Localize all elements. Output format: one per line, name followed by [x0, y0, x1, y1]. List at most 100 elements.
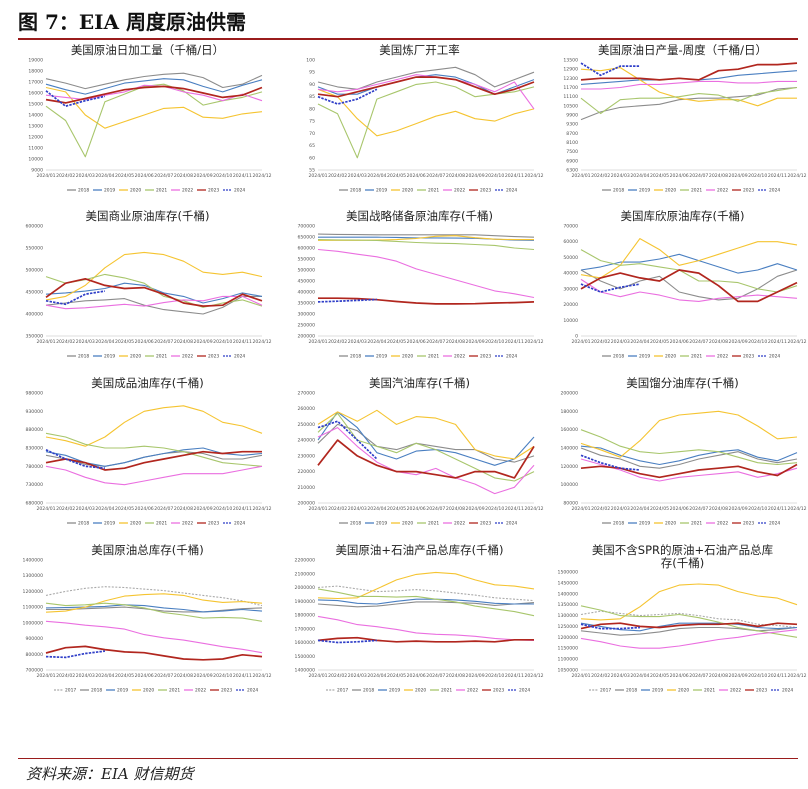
y-tick-label: 220000 — [297, 469, 315, 475]
x-tick-label: 2024/08 — [446, 506, 465, 512]
x-tick-label: 2024/06 — [670, 173, 689, 179]
y-tick-label: 80 — [309, 106, 315, 112]
y-tick-label: 200000 — [297, 501, 315, 507]
chart-3: 美国原油日产量-周度（千桶/日） 13500 12900 12300 11700 1110… — [563, 43, 806, 194]
legend-label-2022: 2022 — [454, 521, 465, 527]
y-tick-label: 1800000 — [295, 613, 316, 619]
y-tick-label: 55 — [309, 168, 315, 174]
legend-label-2019: 2019 — [376, 521, 387, 527]
x-tick-label: 2024/04 — [367, 506, 386, 512]
series-line-2021 — [45, 83, 263, 158]
y-tick-label: 1200000 — [23, 589, 44, 595]
chart-title: 美国原油总库存(千桶) — [91, 543, 203, 557]
x-tick-label: 2024/09 — [729, 173, 748, 179]
legend-label-2020: 2020 — [143, 688, 154, 694]
x-tick-label: 2024/05 — [115, 506, 134, 512]
x-tick-label: 2024/11 — [505, 673, 524, 679]
series-line-2018 — [45, 295, 262, 315]
series-line-2023 — [580, 269, 798, 303]
x-tick-label: 2024/07 — [154, 173, 173, 179]
y-tick-label: 930000 — [25, 409, 43, 415]
x-tick-label: 2024/01 — [36, 339, 55, 345]
y-tick-label: 650000 — [297, 235, 315, 241]
y-tick-label: 65 — [309, 143, 315, 149]
x-tick-label: 2024/05 — [115, 173, 134, 179]
y-tick-label: 12000 — [28, 135, 43, 141]
legend-label-2018: 2018 — [78, 521, 89, 527]
y-tick-label: 1300000 — [23, 573, 44, 579]
x-tick-label: 2024/12 — [252, 506, 271, 512]
series-line-2020 — [580, 238, 798, 279]
chart-title: 美国原油日加工量（千桶/日） — [71, 43, 224, 57]
chart-title: 美国库欣原油库存(千桶) — [621, 209, 745, 223]
legend-label-2022: 2022 — [454, 188, 465, 194]
x-tick-label: 2024/04 — [367, 173, 386, 179]
series-line-2018 — [580, 86, 798, 121]
series-line-2022 — [317, 427, 535, 495]
y-tick-label: 1250000 — [558, 624, 579, 630]
legend-label-2019: 2019 — [652, 688, 663, 694]
x-tick-label: 2024/11 — [768, 506, 787, 512]
y-tick-label: 450000 — [297, 279, 315, 285]
x-tick-label: 2024/06 — [670, 506, 689, 512]
y-tick-label: 350000 — [25, 334, 43, 340]
series-line-2024 — [317, 298, 377, 303]
x-tick-label: 2024/09 — [194, 173, 213, 179]
legend-label-2024: 2024 — [506, 188, 517, 194]
series-line-2021 — [317, 239, 535, 251]
x-tick-label: 2024/11 — [233, 506, 252, 512]
y-tick-label: 1300000 — [558, 613, 579, 619]
x-tick-label: 2024/10 — [213, 173, 232, 179]
legend-label-2020: 2020 — [130, 188, 141, 194]
x-tick-label: 2024/10 — [485, 506, 504, 512]
y-tick-label: 600000 — [25, 224, 43, 230]
x-tick-label: 2024/09 — [729, 673, 748, 679]
legend-label-2020: 2020 — [130, 354, 141, 360]
x-tick-label: 2024/12 — [252, 173, 271, 179]
y-tick-label: 200000 — [560, 391, 578, 397]
y-tick-label: 8100 — [566, 140, 578, 146]
legend-label-2022: 2022 — [195, 688, 206, 694]
series-line-2024 — [45, 290, 106, 306]
y-tick-label: 9900 — [566, 113, 578, 119]
x-tick-label: 2024/05 — [650, 506, 669, 512]
x-tick-label: 2024/02 — [56, 673, 75, 679]
y-tick-label: 11000 — [28, 146, 43, 152]
x-tick-label: 2024/12 — [787, 339, 806, 345]
y-tick-label: 17000 — [28, 80, 43, 86]
x-tick-label: 2024/12 — [787, 173, 806, 179]
chart-title: 美国原油日产量-周度（千桶/日） — [598, 43, 767, 57]
legend-label-2020: 2020 — [402, 521, 413, 527]
x-tick-label: 2024/10 — [748, 673, 767, 679]
legend-label-2023: 2023 — [208, 354, 219, 360]
x-tick-label: 2024/12 — [524, 339, 543, 345]
x-tick-label: 2024/05 — [115, 673, 134, 679]
y-tick-label: 30000 — [563, 286, 578, 292]
legend-label-2018: 2018 — [78, 354, 89, 360]
legend-label-2020: 2020 — [665, 354, 676, 360]
series-line-2021 — [317, 588, 535, 617]
series-line-2019 — [45, 604, 263, 613]
legend-label-2023: 2023 — [756, 688, 767, 694]
legend-label-2023: 2023 — [743, 354, 754, 360]
y-tick-label: 700000 — [25, 668, 43, 674]
series-line-2024 — [580, 454, 640, 471]
y-tick-label: 1000000 — [23, 620, 44, 626]
chart-11: 美国原油+石油产品总库存(千桶) 2200000 2100000 2000000 190… — [295, 543, 544, 694]
x-tick-label: 2024/07 — [689, 173, 708, 179]
chart-title-continued: 存(千桶) — [661, 556, 704, 570]
y-tick-label: 40000 — [563, 271, 578, 277]
series-line-2020 — [45, 593, 263, 613]
legend-label-2020: 2020 — [415, 688, 426, 694]
x-tick-label: 2024/08 — [709, 506, 728, 512]
legend-label-2023: 2023 — [743, 521, 754, 527]
chart-title: 美国成品油库存(千桶) — [91, 376, 203, 390]
x-tick-label: 2024/01 — [308, 173, 327, 179]
series-line-2024 — [317, 639, 377, 644]
title-divider — [18, 38, 798, 40]
legend-label-2024: 2024 — [782, 688, 793, 694]
y-tick-label: 9300 — [566, 122, 578, 128]
legend-label-2023: 2023 — [221, 688, 232, 694]
x-tick-label: 2024/10 — [213, 673, 232, 679]
chart-title: 美国炼厂开工率 — [379, 43, 460, 57]
